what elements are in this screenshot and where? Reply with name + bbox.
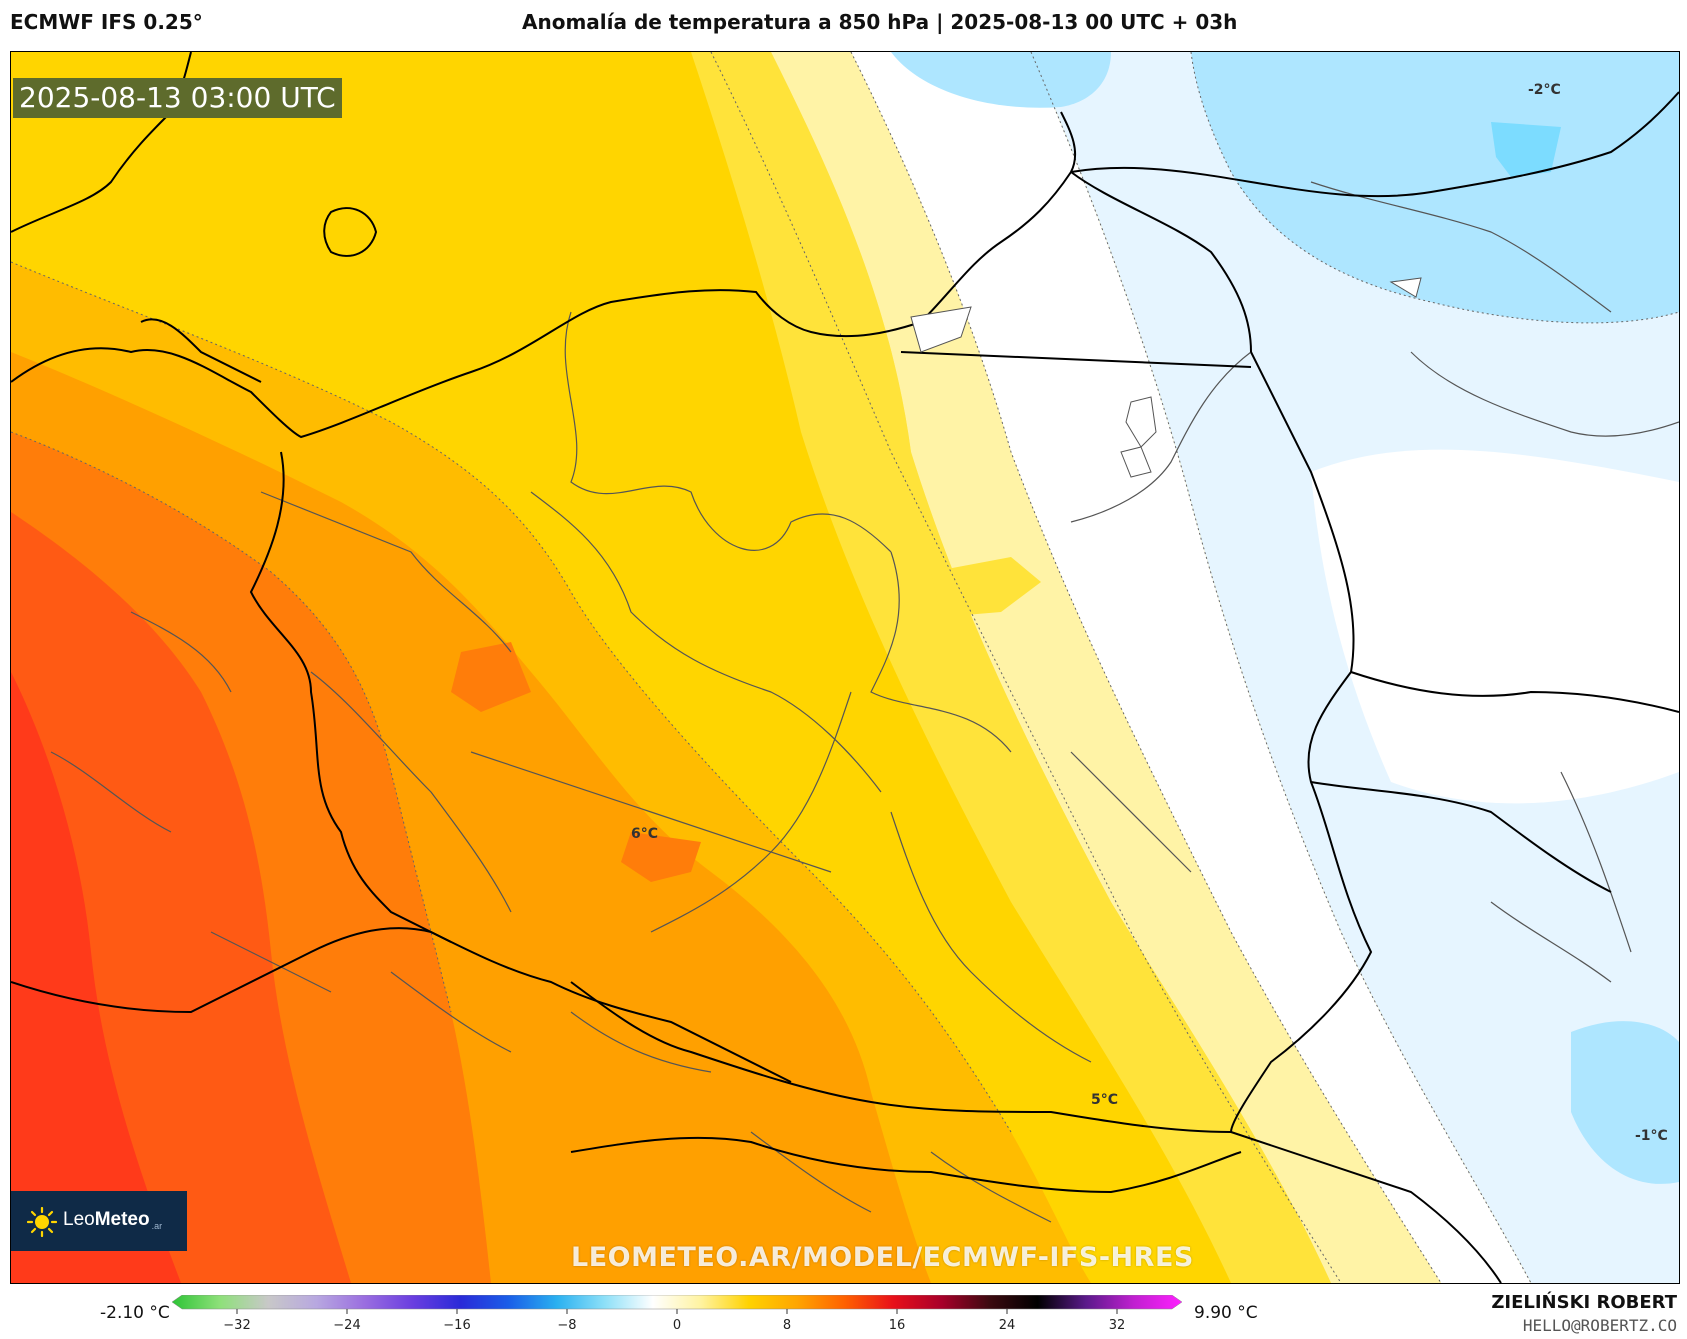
logo-text-light: Leo [63,1209,95,1230]
colorbar-min-label: -2.10 °C [100,1303,170,1323]
band-light-blue [1191,52,1679,323]
colorbar-tick-label: −16 [443,1318,470,1333]
colorbar-tick-label: 16 [889,1318,906,1333]
colorbar-max-label: 9.90 °C [1194,1303,1258,1323]
lakes [910,277,1422,478]
valid-time-badge: 2025-08-13 03:00 UTC [13,78,342,118]
polish-border-east [1230,351,1373,1133]
danish-islands [140,318,262,383]
band-white-east [1311,449,1679,804]
contour-label: -2°C [1528,82,1561,98]
leometeo-logo[interactable]: LeoMeteo .ar [11,1191,187,1251]
band-yellow-spot [931,557,1041,617]
contour-label: 5°C [1091,1092,1119,1108]
colorbar-tick-label: 32 [1109,1318,1126,1333]
band-amber-spot [451,642,531,712]
band-deep-red [11,672,181,1283]
band-cyan-spot [1491,122,1561,177]
regional-borders [50,181,1679,1223]
national-borders [11,52,1679,1283]
colorbar-tick-label: 8 [783,1318,791,1333]
czech-border [11,927,792,1083]
contour-lines [11,52,1679,1283]
colorbar-gradient [172,1295,1182,1310]
colorbar-tick-label: 0 [673,1318,681,1333]
contour-label: -1°C [1635,1128,1668,1144]
band-light-blue-se [1571,1021,1679,1184]
belarus-border [1350,671,1679,713]
band-pale-yellow [711,52,1441,1283]
sun-icon [27,1207,57,1237]
lake-1 [1389,277,1422,298]
romania-border [1230,1131,1502,1283]
band-light-blue-nw [891,52,1111,108]
slovak-border [570,981,1232,1133]
kaliningrad-border [900,351,1252,368]
band-white [851,52,1531,1283]
model-title: ECMWF IFS 0.25° [10,10,203,34]
band-amber-spot-2 [621,832,701,882]
contour-label: 6°C [631,826,659,842]
colorbar-tick-label: −24 [333,1318,360,1333]
colorbar: -2.10 °C −32 −24 −16 −8 0 8 16 24 32 9.90 °C [0,1292,1687,1339]
polish-border-west [249,451,452,943]
anomaly-fill-bands [11,52,1679,1283]
colorbar-ticks: −32 −24 −16 −8 0 8 16 24 32 [223,1309,1125,1333]
colorbar-tick-label: −32 [223,1318,250,1333]
logo-text-bold: Meteo [94,1209,150,1230]
colorbar-tick-label: −8 [557,1318,576,1333]
lake-2 [1125,396,1157,448]
chart-title: Anomalía de temperatura a 850 hPa | 2025… [522,10,1238,34]
hungary-border [570,1136,1242,1194]
logo-wordmark: LeoMeteo .ar [63,1209,162,1231]
latvia-border [1070,91,1679,198]
lithuania-border [1070,171,1252,353]
author-name: ZIELIŃSKI ROBERT [1491,1292,1677,1313]
bornholm [323,207,378,257]
author-email[interactable]: HELLO@ROBERTZ.CO [1522,1316,1677,1335]
baltic-coastline [11,111,1077,439]
ukraine-border [1310,781,1612,893]
logo-suffix: .ar [151,1221,163,1231]
lake-3 [1120,446,1152,478]
curonian-lagoon [910,306,972,353]
colorbar-tick-label: 24 [999,1318,1016,1333]
source-watermark: LEOMETEO.AR/MODEL/ECMWF-IFS-HRES [571,1242,1194,1273]
colorbar-scale: −32 −24 −16 −8 0 8 16 24 32 [172,1295,1182,1333]
temperature-anomaly-map[interactable] [11,52,1679,1283]
map-panel[interactable]: 2025-08-13 03:00 UTC -2°C 6°C 5°C -1°C L… [10,51,1680,1284]
